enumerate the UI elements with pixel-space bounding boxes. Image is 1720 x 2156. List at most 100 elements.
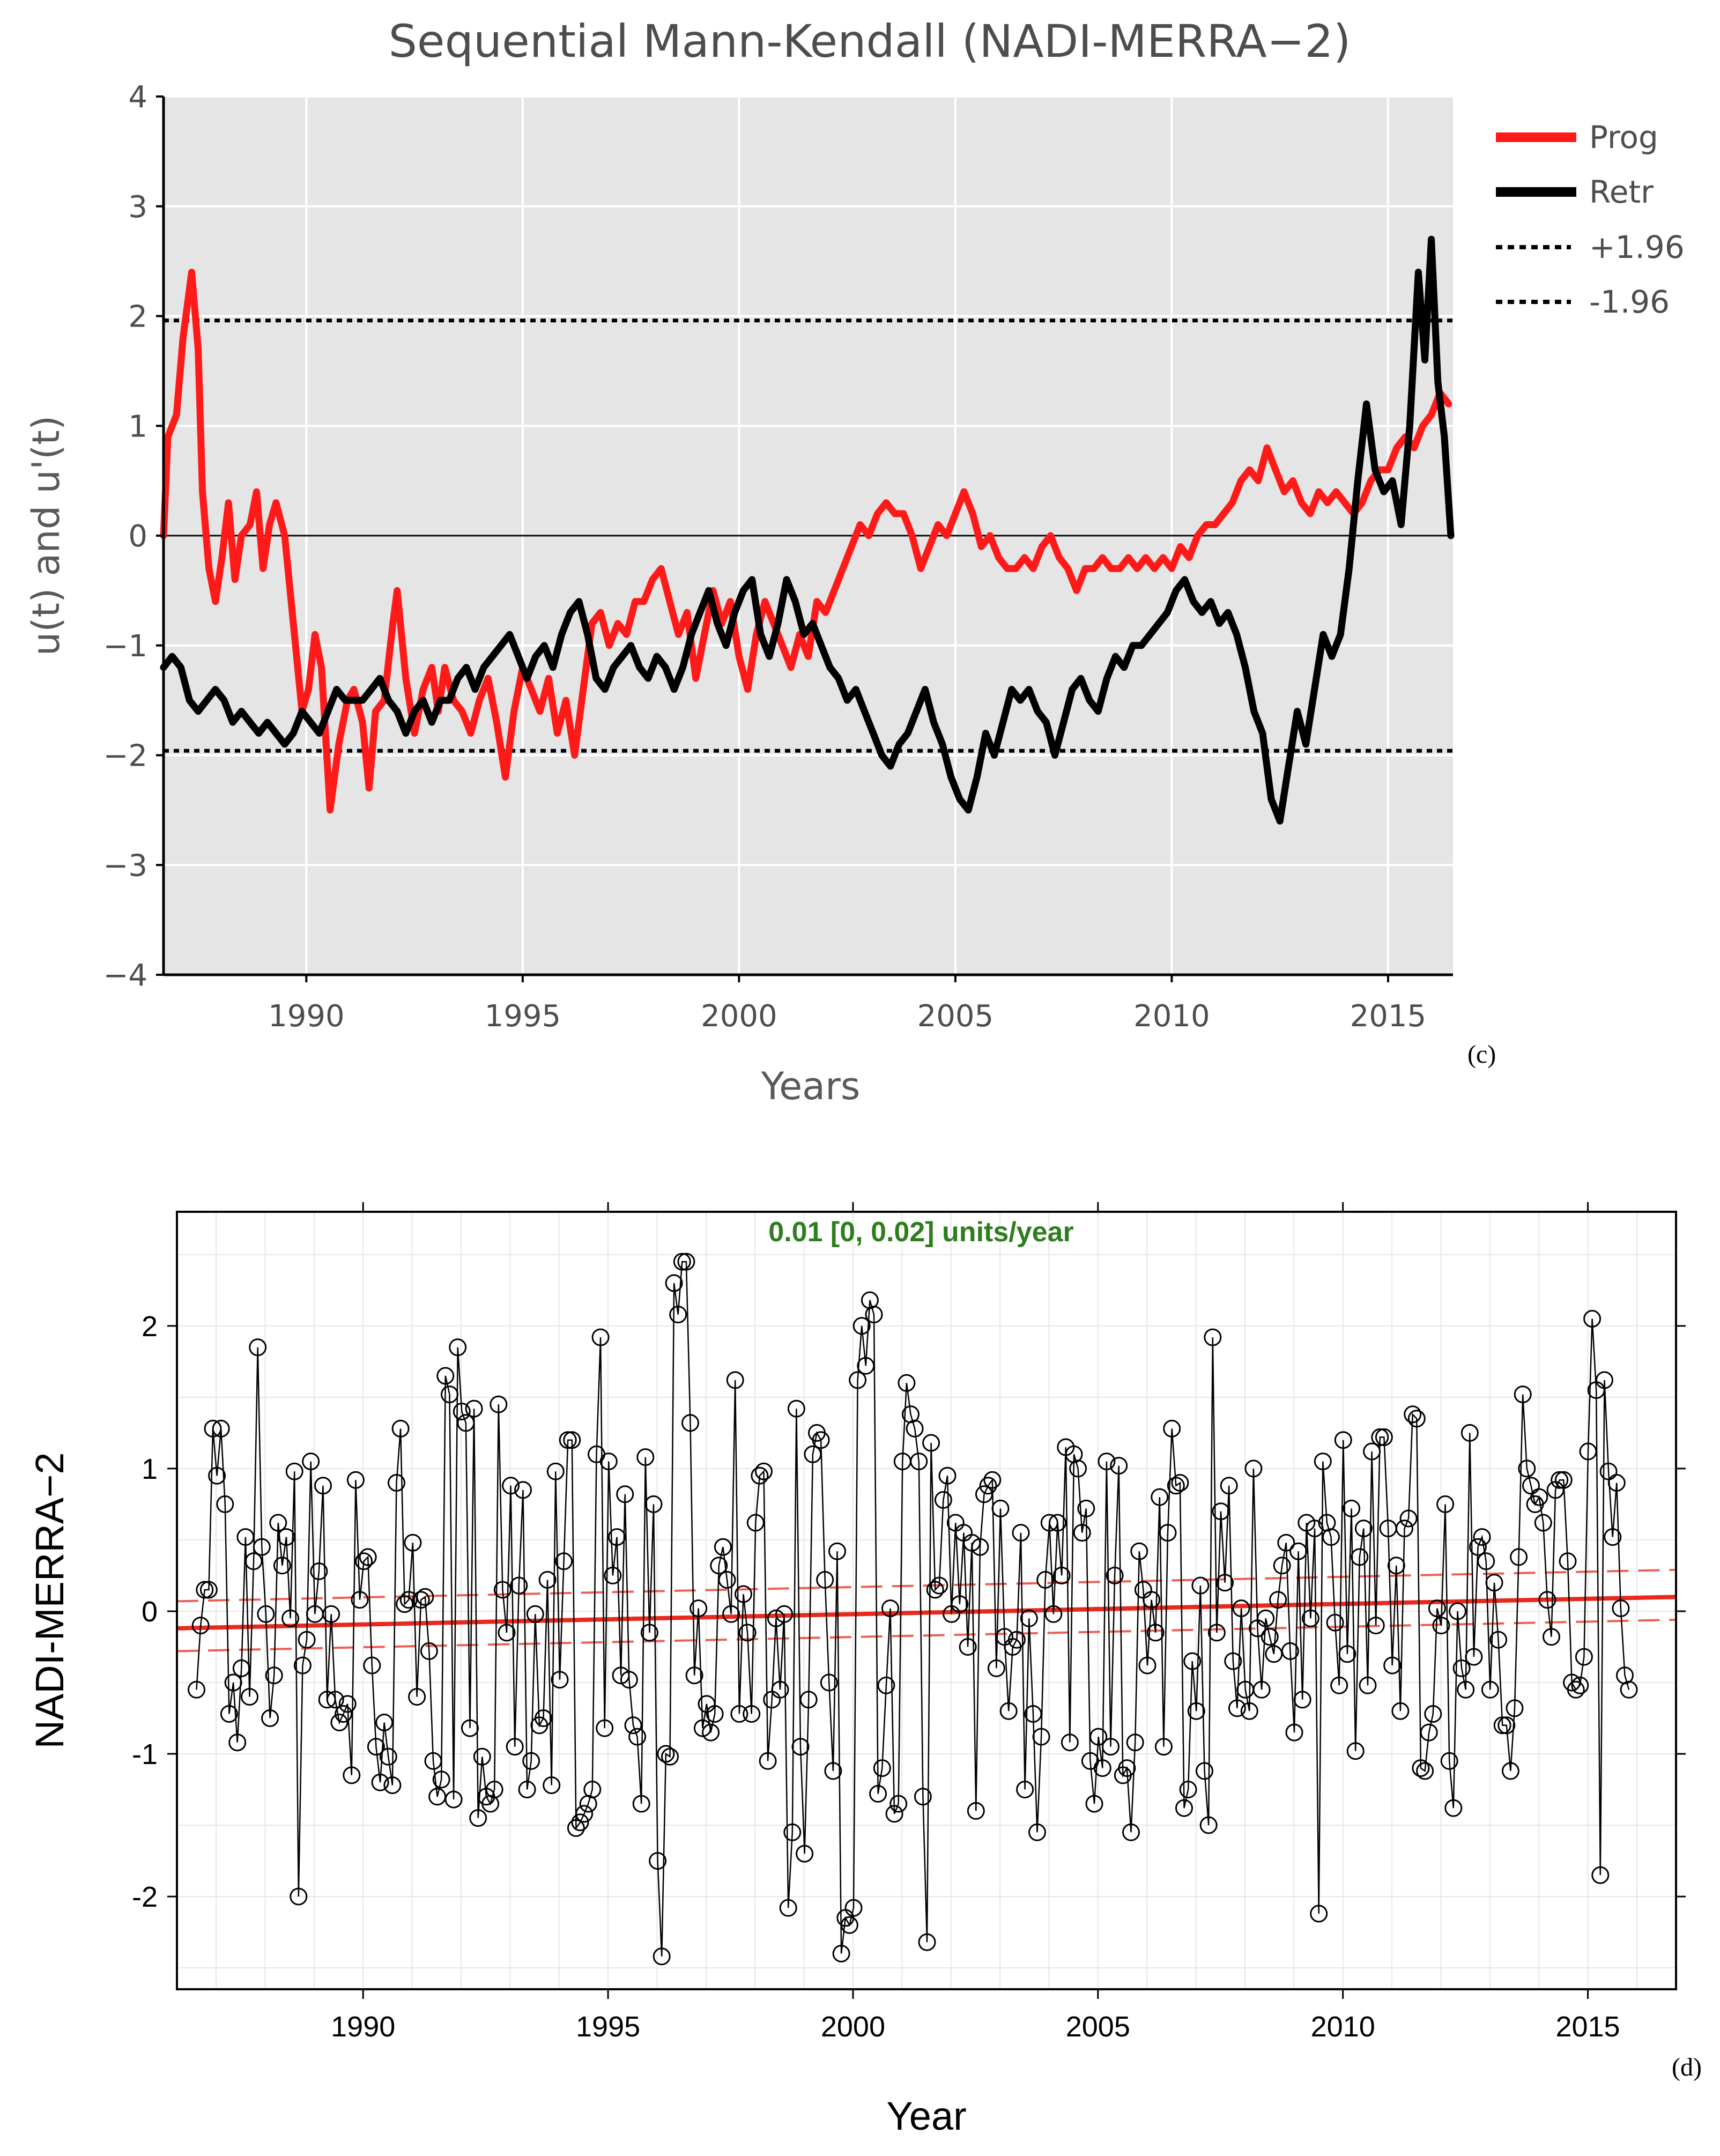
chart-d-data-point <box>959 1638 977 1656</box>
chart-d-data-point <box>787 1399 805 1418</box>
chart-d-data-point <box>877 1676 895 1694</box>
chart-d-data-point <box>1159 1524 1177 1542</box>
chart-d-data-point <box>375 1714 394 1731</box>
chart-d-data-point <box>473 1747 491 1766</box>
chart-c-ytick-label: 4 <box>128 80 147 115</box>
chart-d-data-point <box>1514 1386 1532 1404</box>
chart-d-data-point <box>746 1514 765 1532</box>
chart-d-data-point <box>1171 1474 1189 1492</box>
chart-d-data-point <box>1571 1676 1589 1694</box>
chart-d-trend-ci-upper <box>176 1568 1677 1603</box>
chart-d-data-point <box>1167 1477 1185 1495</box>
chart-d-data-point <box>469 1809 487 1827</box>
chart-d-data-point <box>510 1576 528 1595</box>
chart-d-data-point <box>461 1719 479 1737</box>
chart-d-data-point <box>1036 1570 1055 1589</box>
chart-d-data-point <box>775 1605 794 1623</box>
chart-d-data-point <box>1138 1656 1156 1675</box>
chart-d-data-point <box>559 1431 577 1449</box>
chart-d-data-point <box>444 1790 463 1809</box>
chart-d-data-point <box>1428 1599 1446 1618</box>
chart-d-data-point <box>1359 1676 1377 1694</box>
chart-d-xtick-label: 2010 <box>1311 2011 1375 2043</box>
chart-d-data-point <box>812 1431 830 1449</box>
chart-d-data-point <box>338 1695 357 1713</box>
chart-d-data-point <box>1196 1762 1213 1780</box>
chart-d-data-point <box>816 1570 834 1589</box>
chart-d-data-point <box>359 1548 377 1566</box>
chart-d-data-point <box>330 1714 349 1731</box>
chart-d-data-point <box>673 1253 691 1271</box>
chart-d-data-point <box>518 1781 536 1798</box>
chart-d-data-point <box>1089 1728 1108 1746</box>
chart-d-data-point <box>1301 1609 1319 1627</box>
chart-d-data-point <box>322 1605 340 1623</box>
chart-d-data-point <box>538 1570 557 1589</box>
chart-d-data-point <box>1183 1652 1202 1670</box>
chart-c-ytick-label: −1 <box>103 629 147 664</box>
chart-d-data-point <box>693 1719 711 1737</box>
chart-d-data-point <box>346 1471 365 1489</box>
chart-d-data-point <box>1343 1499 1361 1517</box>
chart-d-data-point <box>408 1688 426 1706</box>
chart-d-data-point <box>465 1399 483 1418</box>
chart-d-data-point <box>335 1705 353 1723</box>
chart-d-data-point <box>1098 1453 1116 1471</box>
chart-d-data-point <box>1543 1628 1560 1646</box>
chart-d-data-point <box>1228 1699 1246 1717</box>
chart-d-data-point <box>771 1680 789 1699</box>
chart-d-data-point <box>1187 1702 1205 1720</box>
chart-d-data-point <box>636 1448 655 1466</box>
chart-d-data-point <box>1077 1499 1095 1517</box>
chart-d-data-point <box>1085 1795 1103 1813</box>
chart-d-data-point <box>1244 1459 1263 1478</box>
chart-c-xtick-label: 1990 <box>268 999 345 1034</box>
chart-d-data-point <box>1322 1528 1340 1546</box>
chart-d-data-point <box>1016 1781 1034 1798</box>
chart-c-legend: Prog Retr +1.96 -1.96 <box>1496 119 1685 320</box>
chart-d-data-point <box>669 1306 687 1324</box>
chart-d-data-point <box>1383 1656 1402 1675</box>
chart-d-xtick-label: 2000 <box>821 2011 885 2043</box>
chart-d-data-point <box>938 1466 957 1485</box>
legend-lower-threshold-label: -1.96 <box>1589 284 1670 320</box>
chart-d-data-point <box>1375 1428 1393 1446</box>
chart-d-data-point <box>1143 1591 1161 1609</box>
chart-d-data-point <box>273 1557 291 1575</box>
chart-d-data-point <box>1551 1471 1569 1489</box>
chart-d-data-point <box>620 1671 638 1689</box>
chart-d-data-point <box>963 1533 981 1552</box>
chart-d-ytick-label: 2 <box>142 1310 158 1343</box>
chart-d-data-point <box>640 1624 658 1642</box>
chart-d-data-point <box>1281 1642 1299 1660</box>
chart-d-data-point <box>1604 1528 1622 1546</box>
chart-d-data-point <box>1032 1728 1050 1746</box>
chart-d-data-point <box>1396 1520 1413 1538</box>
chart-d-data-point <box>1012 1524 1030 1542</box>
chart-d-data-point <box>1285 1723 1303 1742</box>
chart-d-data-point <box>485 1781 503 1798</box>
chart-d-data-point <box>1481 1680 1499 1699</box>
chart-d-data-point <box>290 1887 308 1906</box>
chart-d-data-point <box>261 1709 279 1727</box>
chart-d-data-point <box>1310 1905 1328 1923</box>
chart-d-data-point <box>1224 1652 1242 1670</box>
chart-d-data-point <box>1252 1680 1271 1699</box>
chart-d-panel-label: (d) <box>1672 2053 1702 2081</box>
chart-d-data-point <box>967 1802 985 1820</box>
chart-d-data-point <box>1538 1591 1556 1609</box>
chart-d-data-point <box>779 1899 797 1917</box>
chart-d-data-point <box>1407 1410 1426 1428</box>
chart-d-data-point <box>661 1747 679 1766</box>
chart-d-data-point <box>1257 1609 1275 1627</box>
chart-d-data-point <box>1416 1762 1434 1780</box>
chart-d-data-point <box>1391 1702 1410 1720</box>
chart-d-data-point <box>608 1528 626 1546</box>
chart-d-data-point <box>914 1788 932 1806</box>
chart-d-data-point <box>457 1414 475 1432</box>
chart-d-data-point <box>1469 1538 1487 1556</box>
chart-d-data-point <box>498 1624 516 1642</box>
chart-d-data-point <box>1330 1676 1348 1694</box>
chart-d-data-point <box>543 1776 561 1794</box>
chart-d-data-point <box>791 1738 810 1756</box>
